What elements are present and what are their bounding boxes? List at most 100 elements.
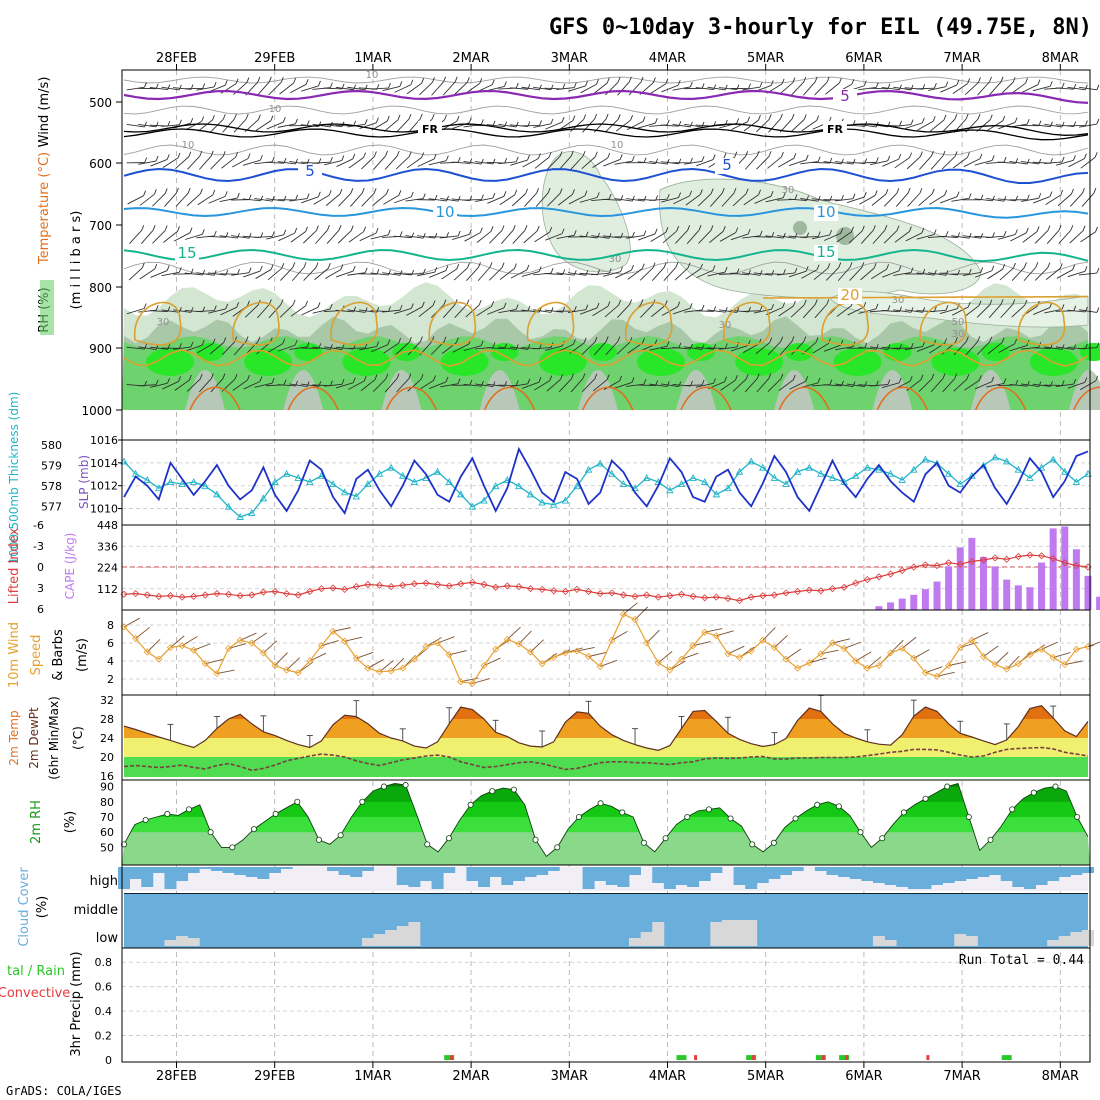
wind-barb [1047, 262, 1051, 268]
y-tick-label: 1010 [90, 503, 118, 516]
wind-barb [197, 119, 213, 132]
wind-barb [875, 344, 879, 350]
thickness-marker [503, 476, 512, 483]
wind-barb [953, 378, 968, 392]
wind-barb [243, 159, 261, 166]
wind-barb [907, 192, 921, 207]
wind-speed-marker [341, 637, 349, 645]
wind-barb [457, 195, 461, 202]
cloud-high-bar [512, 867, 525, 881]
wind-barb [988, 81, 1002, 96]
wind-barb [418, 380, 434, 391]
y-axis-title-precip-conv: Convective [0, 986, 70, 1001]
wind-barb [759, 305, 763, 311]
wind-barb [759, 270, 763, 276]
thickness-marker [596, 459, 604, 467]
thickness-marker [213, 490, 221, 498]
rh2m-marker [1074, 813, 1081, 820]
li-marker [770, 591, 778, 599]
li-marker [526, 585, 535, 593]
rh-area-bright [833, 348, 882, 376]
wind-barb [544, 273, 563, 275]
wind-barb [222, 118, 235, 133]
wind-barb [678, 192, 682, 198]
wind-barb [173, 232, 191, 242]
wind-barb [173, 309, 192, 313]
wind-barb [710, 192, 723, 207]
y-tick-label: 70 [100, 811, 114, 824]
wind-barb [410, 79, 414, 85]
wind-barb [732, 193, 747, 207]
wind-barb [257, 76, 261, 83]
li-marker [979, 556, 988, 564]
wind-barb [1055, 383, 1074, 387]
wind-barb [811, 234, 830, 240]
li-marker [643, 591, 651, 599]
wind-barb [445, 155, 449, 161]
wind-speed-marker [468, 679, 476, 688]
cloud-low-bar [187, 938, 200, 946]
rh2m-marker [445, 835, 452, 842]
wind-barb [753, 308, 772, 314]
wind-barb [910, 119, 914, 125]
cloud-high-bar [1082, 867, 1094, 873]
wind-barb [594, 336, 598, 343]
thickness-marker [538, 498, 546, 506]
thickness-marker [979, 461, 988, 469]
wind-barb [663, 267, 677, 281]
wind-barb [492, 381, 496, 387]
wind-barb [701, 344, 705, 350]
wind-barb [898, 153, 902, 160]
wind-barb [756, 150, 760, 157]
wind-barb [697, 193, 712, 207]
wind-barb [219, 235, 238, 239]
li-marker [166, 592, 175, 600]
wind-barb [931, 373, 935, 380]
wind-barb [909, 152, 913, 158]
wind-speed-marker [886, 649, 895, 657]
wind-barb [164, 192, 177, 207]
freezing-contour [123, 128, 1089, 141]
wind-speed-marker [178, 642, 186, 650]
wind-barb [875, 303, 879, 309]
li-marker [1026, 551, 1034, 559]
wind-barb [267, 267, 283, 281]
panel-frame [121, 947, 1091, 1063]
cloud-mid-low-bg [124, 893, 1088, 948]
wind-barb-10m [472, 678, 490, 684]
wind-barb [279, 304, 294, 318]
wind-barb-10m [774, 634, 788, 648]
wind-barb [303, 267, 317, 281]
wind-barb [173, 346, 192, 350]
wind-barb [684, 309, 703, 313]
wind-barb [406, 306, 423, 316]
wind-barb [527, 378, 531, 385]
cloud-high-bar [327, 867, 340, 871]
contour-label: FR [827, 123, 844, 136]
cloud-high-bar [129, 867, 142, 879]
wind-barb [573, 230, 577, 236]
wind-barb [559, 151, 563, 157]
temp-contour-20 [625, 301, 673, 346]
wind-barb [583, 337, 587, 344]
wind-barb [199, 373, 203, 380]
wind-barb [780, 151, 784, 158]
wind-barb [730, 272, 749, 276]
wind-barb [1095, 375, 1099, 381]
wind-barb [584, 190, 588, 196]
wind-barb [166, 265, 170, 271]
wind-barb [794, 233, 798, 239]
wind-barb [139, 193, 155, 206]
wind-speed-marker [352, 654, 360, 662]
wind-speed-marker [736, 653, 744, 661]
wind-barb [707, 309, 726, 313]
li-marker [852, 579, 860, 587]
wind-barb [1067, 309, 1086, 313]
wind-speed-marker [306, 657, 314, 665]
wind-speed-marker [875, 661, 883, 670]
wind-barb [515, 156, 519, 162]
wind-barb [730, 344, 749, 352]
wind-barb [1079, 86, 1097, 91]
wind-barb [376, 307, 380, 313]
